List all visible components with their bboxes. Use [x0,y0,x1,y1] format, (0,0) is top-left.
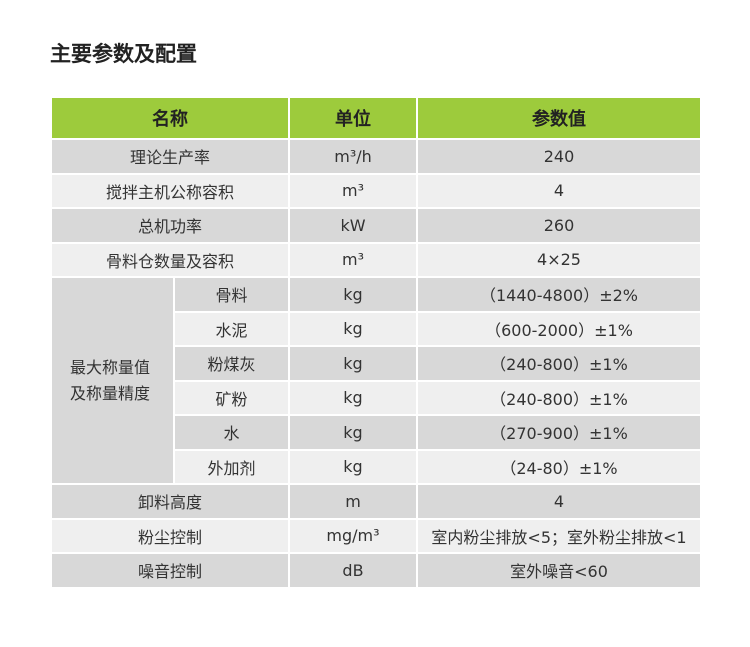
cell: m³ [290,243,416,276]
cell: 总机功率 [52,209,288,242]
cell: 粉尘控制 [52,519,288,552]
cell: 4 [418,174,700,207]
cell: m³ [290,174,416,207]
group-label-line: 及称量精度 [70,383,151,403]
cell: kg [290,347,416,380]
cell: 矿粉 [175,381,288,414]
cell: 240 [418,140,700,173]
column-header: 单位 [290,98,416,138]
cell: kW [290,209,416,242]
cell: 外加剂 [175,450,288,483]
row: 噪音控制 dB 室外噪音<60 [52,554,700,587]
cell: 理论生产率 [52,140,288,173]
row: 卸料高度 m 4 [52,485,700,518]
row: 矿粉 kg （240-800）±1% [52,381,700,414]
row: 总机功率 kW 260 [52,209,700,242]
cell: 4 [418,485,700,518]
row: 最大称量值 及称量精度 骨料 kg （1440-4800）±2% [52,278,700,483]
cell: 室外噪音<60 [418,554,700,587]
cell: 骨料 [175,278,288,311]
column-header: 名称 [52,98,288,138]
cell: （240-800）±1% [418,381,700,414]
row: 搅拌主机公称容积 m³ 4 [52,174,700,207]
row: 粉尘控制 mg/m³ 室内粉尘排放<5；室外粉尘排放<1 [52,519,700,552]
cell: m³/h [290,140,416,173]
cell: 粉煤灰 [175,347,288,380]
group-label: 最大称量值及称量精度 [52,278,173,483]
row: 粉煤灰 kg （240-800）±1% [52,347,700,380]
cell: 260 [418,209,700,242]
cell: kg [290,416,416,449]
cell: mg/m³ [290,519,416,552]
cell: 卸料高度 [52,485,288,518]
header-row: 名称 单位 参数值 [52,98,700,138]
group-label-line: 最大称量值 [70,357,151,377]
cell: 室内粉尘排放<5；室外粉尘排放<1 [418,519,700,552]
cell: kg [290,278,416,311]
cell: m [290,485,416,518]
cell: （1440-4800）±2% [418,278,700,311]
cell: dB [290,554,416,587]
cell: （600-2000）±1% [418,312,700,345]
row: 骨料仓数量及容积 m³ 4×25 [52,243,700,276]
cell: kg [290,450,416,483]
column-header: 参数值 [418,98,700,138]
cell: （240-800）±1% [418,347,700,380]
row: 水泥 kg （600-2000）±1% [52,312,700,345]
cell: 水泥 [175,312,288,345]
cell: 水 [175,416,288,449]
row: 理论生产率 m³/h 240 [52,140,700,173]
spec-table: 名称 单位 参数值 理论生产率 m³/h 240 搅拌主机公称容积 m³ 4 总机功率 kW 2… [50,96,702,589]
row: 外加剂 kg （24-80）±1% [52,450,700,483]
cell: 噪音控制 [52,554,288,587]
cell: 4×25 [418,243,700,276]
row: 水 kg （270-900）±1% [52,416,700,449]
cell: 搅拌主机公称容积 [52,174,288,207]
cell: 骨料仓数量及容积 [52,243,288,276]
cell: （24-80）±1% [418,450,700,483]
cell: kg [290,312,416,345]
cell: kg [290,381,416,414]
title: 主要参数及配置 [50,42,197,66]
cell: （270-900）±1% [418,416,700,449]
